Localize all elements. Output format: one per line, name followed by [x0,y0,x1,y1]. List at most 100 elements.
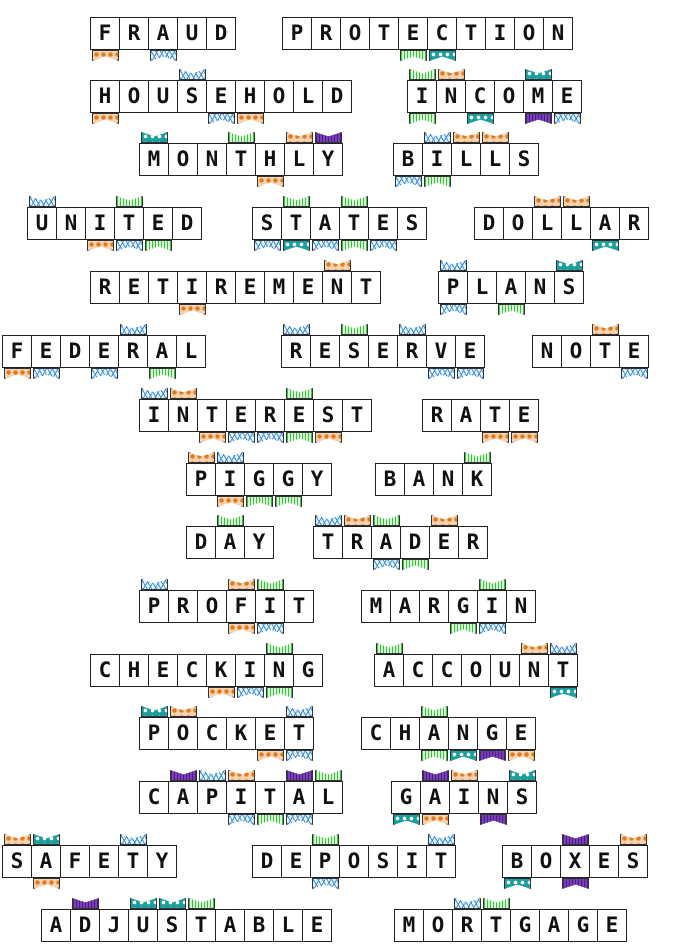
letter-tile: E [89,845,119,878]
blue-ribbon-tab [399,324,426,335]
letter: G [281,467,295,491]
blue-ribbon-tab [150,50,177,61]
letter: C [185,658,199,682]
letter: E [463,339,477,363]
letter: N [456,721,470,745]
letter-tile: L [293,80,323,113]
letter-tile: M [139,132,169,176]
letter: M [402,913,416,937]
letter-tile: E [597,909,627,942]
letter-tile: G [391,781,421,825]
letter-tile: L [532,196,562,240]
letter-tile: A [404,463,434,496]
letter: S [626,849,640,873]
purple-ribbon-tab [479,750,506,761]
letter: K [470,467,484,491]
letter-tile: A [390,590,420,623]
letter: A [428,785,442,809]
letter: T [122,211,136,235]
letter-tile: E [143,207,173,251]
letter: N [64,211,78,235]
letter-tile: R [458,526,488,559]
letter-tile: T [456,17,486,50]
letter: E [301,275,315,299]
teal-ribbon-tab [33,834,60,845]
letter-tile: N [168,388,198,432]
letter: T [434,849,448,873]
letter: V [434,339,448,363]
teal-ribbon-tab [504,878,531,889]
purple-ribbon-tab [562,878,589,889]
letter-tile: A [420,770,450,825]
blue-ribbon-tab [237,687,264,698]
purple-ribbon-tab [170,770,197,781]
teal-ribbon-tab [550,687,577,698]
letter: L [475,275,489,299]
green-ribbon-tab [286,388,313,399]
teal-ribbon-tab [592,240,619,251]
letter-tile: T [255,781,285,825]
letter-tile: E [509,399,539,443]
letter-tile: C [177,654,207,687]
green-ribbon-tab [286,432,313,443]
letter: E [310,913,324,937]
letter-tile: R [397,324,427,368]
dots-ribbon-tab [422,814,449,825]
blue-ribbon-tab [479,623,506,634]
letter-tile: R [90,271,120,304]
letter: P [290,21,304,45]
letter-tile: Y [302,463,332,496]
teal-ribbon-tab [467,113,494,124]
letter-tile: G [273,463,303,507]
letter-tile: R [342,515,372,559]
letter: H [398,721,412,745]
green-ribbon-tab [483,898,510,909]
letter: C [98,658,112,682]
letter-tile: A [147,335,177,379]
purple-ribbon-tab [422,770,449,781]
letter-tile: L [284,132,314,176]
letter-tile: L [176,335,206,368]
letter: T [126,849,140,873]
letter-tile: I [407,69,437,124]
letter-tile: Y [313,132,343,176]
letter-tile: A [31,834,61,889]
blue-ribbon-tab [228,814,255,825]
letter-tile: A [539,909,569,942]
letter-tile: E [368,335,398,368]
blue-ribbon-tab [457,368,484,379]
letter: L [488,147,502,171]
letter-tile: E [89,335,119,379]
letter-tile: M [264,271,294,304]
dots-ribbon-tab [208,687,235,698]
letter: O [205,594,219,618]
letter: N [176,403,190,427]
letter: T [194,913,208,937]
letter-tile: T [548,643,578,698]
letter-tile: M [523,69,553,124]
letter-tile: E [310,335,340,368]
letter: C [411,658,425,682]
dots-ribbon-tab [451,770,478,781]
letter: U [185,21,199,45]
letter: S [185,84,199,108]
letter: A [39,849,53,873]
green-ribbon-tab [409,69,436,80]
letter: E [560,84,574,108]
letter: H [98,84,112,108]
letter: F [234,594,248,618]
letter-tile: E [31,335,61,379]
letter-tile: L [451,132,481,176]
letter-tile: I [449,770,479,814]
letter-tile: R [452,898,482,942]
letter-tile: T [481,898,511,942]
dots-ribbon-tab [4,368,31,379]
teal-ribbon-tab [556,260,583,271]
